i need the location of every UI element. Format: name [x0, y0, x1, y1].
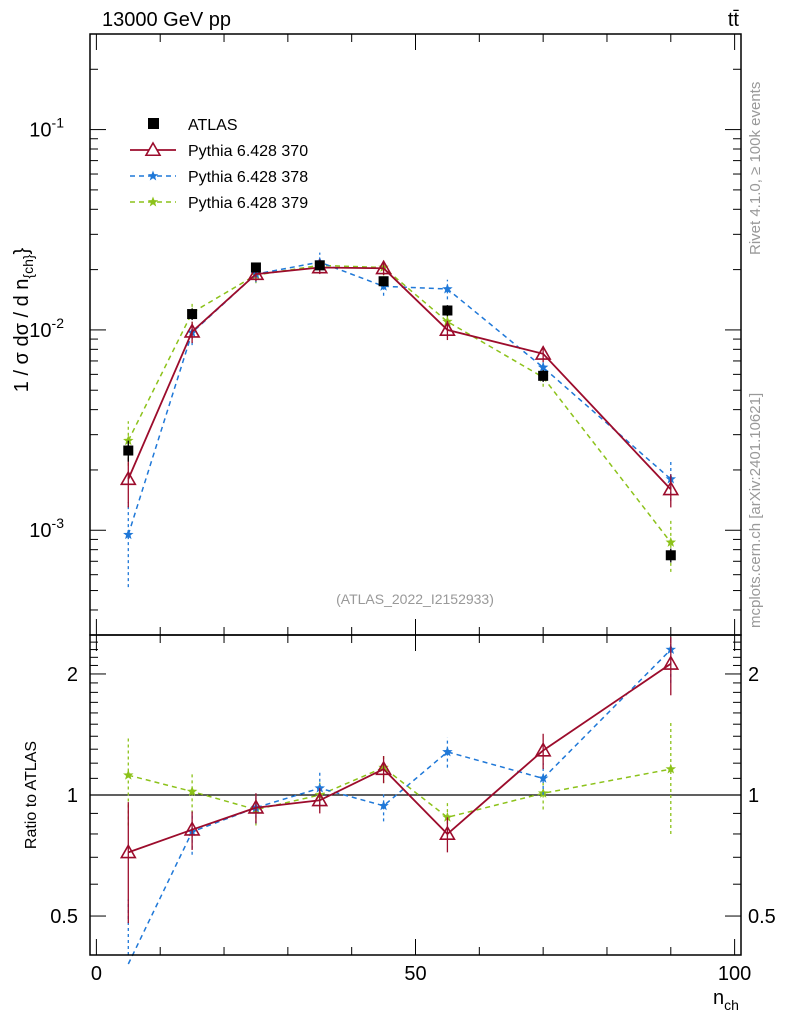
main-pythia-6-428-379-line — [127, 264, 672, 543]
y-tick-label: 10-3 — [29, 515, 64, 542]
main-pythia-6-428-370-point — [183, 323, 201, 338]
main-ylabel-brace: } — [11, 247, 33, 254]
main-axes: 10-310-210-1 — [29, 34, 741, 636]
ratio-y-tick-label-right: 0.5 — [748, 906, 776, 928]
y-tick-base: 10 — [29, 320, 51, 342]
legend-item: ATLAS — [148, 117, 238, 134]
ratio-y-tick-label-right: 1 — [748, 785, 759, 807]
ratio-pythia-6-428-370-point — [439, 825, 456, 841]
main-pythia-6-428-370-point — [375, 259, 392, 275]
main-atlas-point — [250, 262, 261, 273]
legend-label: Pythia 6.428 378 — [188, 169, 308, 186]
main-atlas-point — [314, 260, 325, 271]
ratio-frame — [89, 634, 742, 956]
main-pythia-6-428-379-point — [665, 536, 677, 547]
main-pythia-6-428-379-point — [123, 435, 134, 446]
ratio-pythia-6-428-378-series — [127, 635, 677, 965]
main-pythia-6-428-378-point — [123, 529, 134, 540]
legend-label: Pythia 6.428 379 — [188, 195, 308, 212]
ratio-pythia-6-428-379-line — [128, 766, 671, 819]
legend-marker — [148, 118, 159, 129]
x-axis-label-sub: ch — [724, 997, 739, 1013]
x-axis-label: nch — [713, 987, 739, 1013]
y-tick-exp: -2 — [52, 315, 65, 331]
y-tick-label: 10-2 — [29, 315, 64, 342]
ratio-y-tick-label-right: 2 — [748, 664, 759, 686]
y-tick-base: 10 — [29, 120, 51, 142]
ratio-plot — [119, 635, 680, 965]
legend-marker — [147, 170, 159, 181]
main-pythia-6-428-370-series — [119, 258, 680, 508]
ratio-y-tick-label: 0.5 — [50, 906, 78, 928]
main-pythia-6-428-370-point — [247, 265, 265, 281]
y-tick-base: 10 — [29, 520, 51, 542]
ratio-y-tick-label: 2 — [67, 664, 78, 686]
main-atlas-point — [378, 276, 389, 287]
main-atlas-series — [123, 260, 676, 563]
ratio-y-tick-label: 1 — [67, 785, 78, 807]
main-atlas-point — [538, 370, 549, 381]
ratio-ylabel: Ratio to ATLAS — [23, 741, 40, 849]
y-tick-exp: -3 — [52, 515, 65, 531]
mcplots-label: mcplots.cern.ch [arXiv:2401.10621] — [747, 393, 764, 628]
legend-marker — [144, 141, 162, 157]
ratio-pythia-6-428-378-point — [378, 800, 389, 811]
main-ylabel: 1 / σ dσ / d n{ch}} — [11, 247, 36, 392]
legend-item: Pythia 6.428 370 — [130, 141, 308, 160]
ratio-pythia-6-428-378-point — [537, 772, 549, 783]
ratio-pythia-6-428-370-point — [375, 760, 392, 776]
main-pythia-6-428-370-point — [662, 480, 680, 496]
main-atlas-point — [123, 445, 134, 456]
ratio-pythia-6-428-378-point — [442, 746, 453, 757]
legend-label: ATLAS — [188, 117, 238, 134]
ratio-pythia-6-428-378-point — [314, 782, 325, 793]
ratio-pythia-6-428-379-series — [123, 721, 677, 837]
legend-item: Pythia 6.428 378 — [130, 169, 308, 186]
x-tick-label: 100 — [718, 963, 751, 985]
x-axis-label-n: n — [713, 987, 724, 1009]
ratio-pythia-6-428-370-point — [247, 799, 265, 814]
ratio-pythia-6-428-370-point — [119, 843, 137, 859]
y-tick-label: 10-1 — [29, 115, 64, 142]
legend: ATLAS Pythia 6.428 370 Pythia 6.428 378 Pyt… — [130, 117, 308, 212]
main-pythia-6-428-370-point — [439, 321, 456, 336]
ratio-pythia-6-428-370-point — [183, 821, 201, 836]
ratio-pythia-6-428-370-point — [662, 655, 680, 670]
main-pythia-6-428-370-point — [119, 470, 137, 486]
ratio-axes: 0 50 100 0.5 0.5 1 1 2 2 — [50, 635, 776, 985]
process-label: tt̄ — [728, 9, 740, 31]
ratio-pythia-6-428-370-point — [311, 791, 329, 807]
x-tick-label: 0 — [91, 963, 102, 985]
ratio-pythia-6-428-379-point — [665, 763, 677, 774]
main-pythia-6-428-370-line — [127, 266, 672, 491]
ratio-pythia-6-428-370-line — [127, 663, 672, 854]
legend-label: Pythia 6.428 370 — [188, 143, 308, 160]
main-atlas-point — [665, 550, 676, 561]
ratio-pythia-6-428-379-point — [186, 786, 198, 796]
main-ylabel-text: 1 / σ dσ / d n — [11, 279, 33, 393]
energy-label: 13000 GeV pp — [102, 9, 231, 31]
rivet-label: Rivet 4.1.0, ≥ 100k events — [747, 82, 764, 255]
main-pythia-6-428-378-point — [442, 283, 453, 294]
ratio-pythia-6-428-379-point — [123, 769, 134, 780]
ratio-pythia-6-428-370-point — [534, 741, 552, 757]
legend-marker — [147, 196, 159, 207]
main-atlas-point — [442, 305, 453, 316]
main-ylabel-sub: {ch} — [20, 254, 36, 278]
main-pythia-6-428-378-series — [123, 252, 677, 588]
ratio-pythia-6-428-379-point — [442, 811, 453, 822]
legend-item: Pythia 6.428 379 — [130, 195, 308, 212]
main-plot — [119, 252, 680, 588]
x-tick-label: 50 — [404, 963, 426, 985]
analysis-id: (ATLAS_2022_I2152933) — [336, 591, 494, 607]
main-pythia-6-428-379-series — [123, 258, 677, 572]
main-pythia-6-428-378-point — [537, 361, 549, 372]
ratio-pythia-6-428-370-series — [119, 637, 680, 924]
ratio-pythia-6-428-378-line — [127, 649, 672, 965]
y-tick-exp: -1 — [52, 115, 65, 131]
main-atlas-point — [187, 309, 198, 320]
main-pythia-6-428-370-point — [534, 345, 552, 360]
